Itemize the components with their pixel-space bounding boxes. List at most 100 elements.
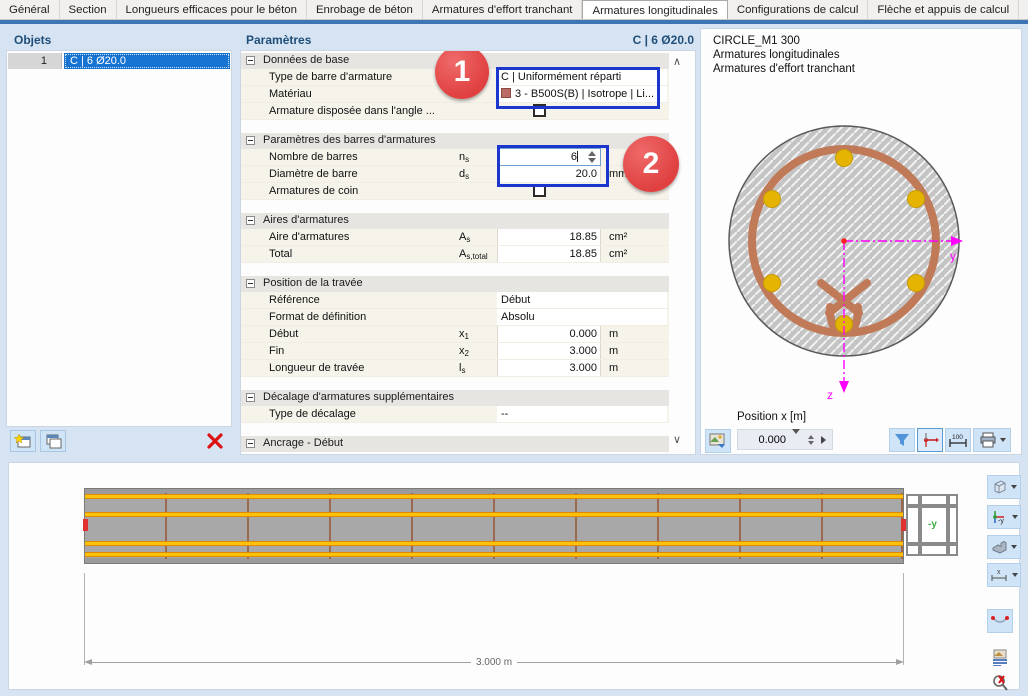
step-forward-icon[interactable] [821, 435, 826, 444]
stirrup-line [821, 493, 823, 559]
copy-object-button[interactable] [40, 430, 66, 452]
diametre-value[interactable]: 20.0 [497, 166, 601, 182]
collapse-icon[interactable] [246, 136, 255, 145]
reference-value[interactable]: Début [497, 292, 667, 308]
section-cut-widget[interactable]: -y [906, 494, 958, 556]
collapse-icon[interactable] [246, 279, 255, 288]
new-object-button[interactable] [10, 430, 36, 452]
section-header[interactable]: Position de la travée [241, 276, 669, 292]
debut-value[interactable]: 0.000 [497, 326, 601, 342]
section-preview-panel: CIRCLE_M1 300 Armatures longitudinales A… [700, 28, 1022, 455]
print-button[interactable] [973, 428, 1011, 452]
view-solid-caret-icon[interactable] [1011, 545, 1017, 549]
view-direction-button[interactable]: -y [987, 505, 1021, 529]
dimension-lines-button[interactable]: 100 [945, 428, 971, 452]
section-header[interactable]: Aires d'armatures [241, 213, 669, 229]
tab-section[interactable]: Section [60, 0, 117, 19]
scroll-up-icon[interactable]: ∧ [673, 56, 682, 68]
collapse-icon[interactable] [246, 56, 255, 65]
view-3d-button[interactable] [987, 475, 1021, 499]
dimension-lines-icon: 100 [949, 434, 967, 447]
zoom-reset-icon [993, 675, 1008, 691]
objects-panel-title: Objets [14, 33, 52, 47]
camber-icon [991, 616, 1009, 623]
filter-button[interactable] [889, 428, 915, 452]
view-direction-label: -y [928, 519, 937, 530]
section-header[interactable]: Décalage d'armatures supplémentaires [241, 390, 669, 406]
filter-icon [895, 434, 909, 446]
preview-subtitle-1: Armatures longitudinales [713, 49, 840, 61]
nombre-barres-input[interactable]: 6 [497, 148, 601, 166]
section-position-travee: Position de la travée Référence Début Fo… [241, 276, 669, 377]
material-swatch [501, 88, 511, 98]
scroll-down-icon[interactable]: ∨ [673, 434, 682, 446]
longitudinal-bar [85, 541, 903, 546]
view-3d-icon [994, 480, 1006, 494]
delete-object-button[interactable] [202, 430, 228, 452]
position-x-select[interactable]: 0.000 [737, 428, 833, 450]
copy-object-icon [46, 434, 62, 449]
display-settings-button[interactable] [987, 645, 1013, 669]
tab-armatures-effort-tranchant[interactable]: Armatures d'effort tranchant [423, 0, 583, 19]
view-dimension-caret-icon[interactable] [1012, 573, 1018, 577]
section-decalage: Décalage d'armatures supplémentaires Typ… [241, 390, 669, 423]
format-definition-value[interactable]: Absolu [497, 309, 667, 325]
tab-fleche-appuis[interactable]: Flèche et appuis de calcul [868, 0, 1020, 19]
tab-longueurs-efficaces[interactable]: Longueurs efficaces pour le béton [117, 0, 307, 19]
coordinate-system-button[interactable] [917, 428, 943, 452]
view-dimension-button[interactable]: x [987, 563, 1021, 587]
longitudinal-bar [85, 512, 903, 517]
view-solid-button[interactable] [987, 535, 1021, 559]
tab-general[interactable]: Général [0, 0, 60, 19]
text-cursor [577, 151, 578, 162]
object-row-label[interactable]: C | 6 Ø20.0 [64, 53, 230, 69]
axis-z-label: z [827, 388, 833, 401]
svg-text:x: x [997, 569, 1001, 576]
stirrup-line [575, 493, 577, 559]
object-row[interactable]: 1 C | 6 Ø20.0 [8, 53, 230, 69]
longitudinal-bar [85, 494, 903, 499]
view-direction-caret-icon[interactable] [1012, 515, 1018, 519]
params-grid: Données de base Type de barre d'armature… [240, 50, 696, 455]
print-icon [980, 432, 995, 448]
param-row-armatures-coin: Armatures de coin [241, 183, 669, 200]
type-decalage-value[interactable]: -- [497, 406, 667, 422]
collapse-icon[interactable] [246, 216, 255, 225]
svg-text:100: 100 [952, 434, 963, 441]
annotation-badge-1: 1 [435, 51, 489, 99]
longueur-travee-value: 3.000 [497, 360, 601, 376]
tab-configurations-calcul[interactable]: Configurations de calcul [728, 0, 869, 19]
param-row-fin: Fin x2 3.000 m [241, 343, 669, 360]
save-view-button[interactable] [705, 429, 731, 453]
section-name: CIRCLE_M1 300 [713, 35, 800, 47]
view-solid-icon [992, 540, 1007, 554]
param-row-format-definition: Format de définition Absolu [241, 309, 669, 326]
type-barre-value[interactable]: C | Uniformément réparti [497, 69, 667, 85]
axis-y-label: y [950, 249, 956, 263]
spinner-icon[interactable] [588, 151, 596, 163]
collapse-icon[interactable] [246, 393, 255, 402]
longitudinal-bar [85, 552, 903, 557]
tab-bar: Général Section Longueurs efficaces pour… [0, 0, 1028, 20]
print-options-caret-icon[interactable] [999, 438, 1006, 442]
dimension-extension-line [84, 573, 85, 665]
axis-lines [839, 236, 963, 393]
section-header[interactable]: Ancrage - Début [241, 436, 669, 452]
collapse-icon[interactable] [246, 439, 255, 448]
materiau-value[interactable]: 3 - B500S(B) | Isotrope | Li... [497, 86, 667, 102]
param-row-aire-total: Total As,total 18.85 cm² [241, 246, 669, 263]
view-dimension-icon: x [991, 569, 1007, 581]
stirrup-line [411, 493, 413, 559]
accent-strip [0, 20, 1028, 24]
objects-list: 1 C | 6 Ø20.0 [6, 50, 232, 427]
cross-section-drawing: y z [728, 125, 963, 401]
view-3d-caret-icon[interactable] [1011, 485, 1017, 489]
camber-button[interactable] [987, 609, 1013, 633]
position-spinner-icon[interactable] [808, 434, 814, 445]
zoom-reset-button[interactable] [987, 671, 1013, 695]
tab-armatures-longitudinales[interactable]: Armatures longitudinales [582, 0, 728, 19]
combo-chevron-icon[interactable] [792, 428, 800, 446]
tab-enrobage[interactable]: Enrobage de béton [307, 0, 423, 19]
fin-value[interactable]: 3.000 [497, 343, 601, 359]
